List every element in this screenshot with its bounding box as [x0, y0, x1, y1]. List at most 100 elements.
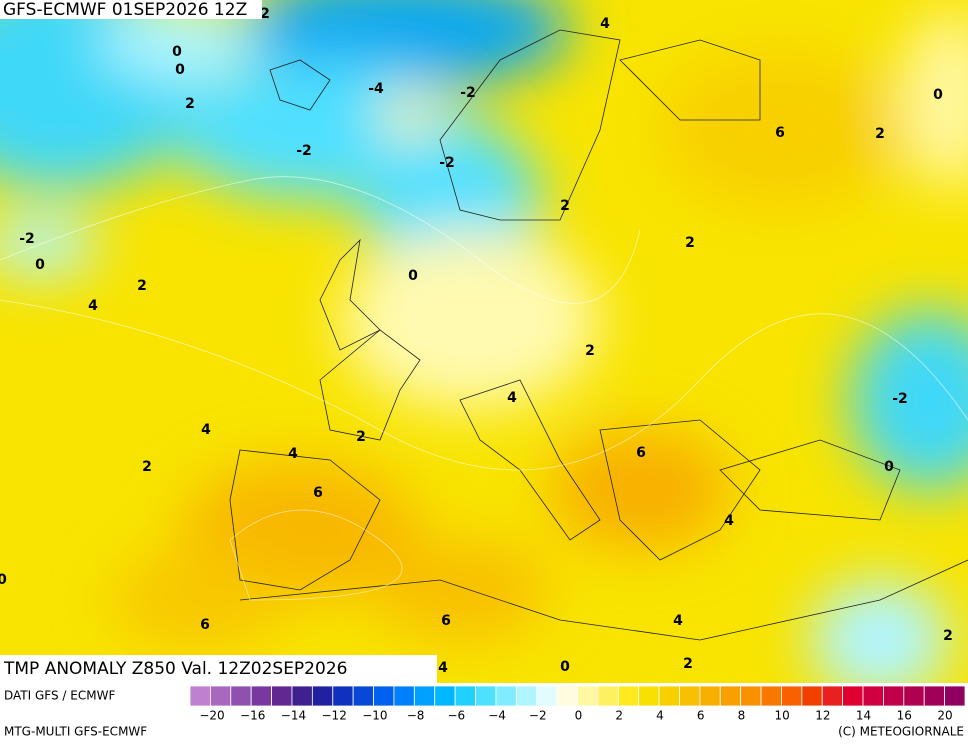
contour-label: 0 — [175, 62, 185, 78]
colorbar-swatch — [842, 685, 864, 707]
contour-label: 0 — [172, 44, 182, 60]
colorbar-label: 4 — [656, 709, 664, 723]
colorbar-swatch — [311, 685, 334, 707]
colorbar-label: −12 — [322, 709, 347, 723]
footer-title: TMP ANOMALY Z850 Val. 12Z02SEP2026 — [3, 659, 347, 679]
contour-label: -2 — [892, 391, 908, 407]
contour-label: -2 — [460, 85, 476, 101]
colorbar-swatch — [393, 685, 415, 707]
colorbar-swatch — [862, 685, 884, 707]
colorbar-swatch — [189, 685, 211, 707]
contour-label: 0 — [408, 268, 418, 284]
colorbar-label: 16 — [897, 709, 912, 723]
colorbar-swatch — [209, 685, 232, 707]
colorbar: −20 −16 −14 −12 −10 −8 −6 −4 −2 0 2 4 6 8 10 12 14 16 20 — [189, 685, 966, 723]
colorbar-swatch — [373, 685, 395, 707]
contour-label: 4 — [438, 660, 448, 676]
header-title: GFS-ECMWF 01SEP2026 12Z — [3, 0, 247, 20]
header-box — [0, 0, 262, 19]
colorbar-swatch — [781, 685, 803, 707]
contour-label: 4 — [88, 298, 98, 314]
colorbar-label: −14 — [281, 709, 306, 723]
colorbar-swatch — [760, 685, 782, 707]
colorbar-swatch — [556, 685, 578, 707]
contour-label: 4 — [201, 422, 211, 438]
coastlines — [229, 29, 968, 641]
colorbar-swatch — [291, 685, 313, 707]
colorbar-swatch — [434, 685, 456, 707]
contours — [0, 176, 968, 601]
contour-label: 2 — [260, 6, 270, 22]
contour-label: 0 — [560, 659, 570, 675]
colorbar-swatch — [883, 685, 905, 707]
colorbar-swatch — [597, 685, 619, 707]
contour-label: -2 — [439, 155, 455, 171]
contour-label: 2 — [943, 628, 953, 644]
source: DATI GFS / ECMWF — [4, 689, 115, 703]
colorbar-swatch — [617, 685, 640, 707]
contour-label: 2 — [875, 126, 885, 142]
colorbar-swatch — [903, 685, 925, 707]
contour-label: 2 — [137, 278, 147, 294]
colorbar-swatch — [536, 685, 558, 707]
colorbar-label: 12 — [815, 709, 830, 723]
colorbar-label: −8 — [407, 709, 425, 723]
colorbar-swatch — [475, 685, 497, 707]
colorbar-label: 20 — [937, 709, 952, 723]
colorbar-swatch — [699, 685, 721, 707]
contour-label: -2 — [19, 231, 35, 247]
colorbar-label: 10 — [774, 709, 789, 723]
colorbar-swatch — [801, 685, 823, 707]
colorbar-swatch — [740, 685, 762, 707]
contour-label: 2 — [685, 235, 695, 251]
colorbar-label: −16 — [240, 709, 265, 723]
colorbar-label: −4 — [488, 709, 506, 723]
contour-label: 4 — [724, 513, 734, 529]
colorbar-label: 14 — [856, 709, 871, 723]
colorbar-swatch — [454, 685, 476, 707]
contour-label: 6 — [441, 613, 451, 629]
colorbar-label: −20 — [199, 709, 224, 723]
colorbar-swatch — [332, 685, 354, 707]
contour-label: 4 — [288, 446, 298, 462]
colorbar-swatch — [250, 685, 272, 707]
contour-label: 2 — [142, 459, 152, 475]
footer-title-box — [0, 655, 437, 683]
contour-label: 2 — [585, 343, 595, 359]
colorbar-swatch — [638, 685, 660, 707]
credit: (C) METEOGIORNALE — [838, 725, 964, 739]
contour-label: 0 — [0, 572, 7, 588]
colorbar-label: −6 — [447, 709, 465, 723]
colorbar-swatch — [230, 685, 252, 707]
contour-label: 6 — [313, 485, 323, 501]
contour-label: 6 — [636, 445, 646, 461]
colorbar-swatch — [495, 685, 517, 707]
colorbar-label: −10 — [362, 709, 387, 723]
contour-label: 6 — [200, 617, 210, 633]
colorbar-swatch — [944, 685, 966, 707]
contour-label: -4 — [368, 81, 384, 97]
colorbar-swatch — [413, 685, 436, 707]
colorbar-swatch — [719, 685, 742, 707]
colorbar-swatch — [515, 685, 538, 707]
colorbar-swatch — [577, 685, 599, 707]
contour-label: 2 — [185, 96, 195, 112]
colorbar-label: 6 — [697, 709, 705, 723]
contour-label: 2 — [560, 198, 570, 214]
colorbar-swatch — [352, 685, 374, 707]
contour-label: 2 — [356, 429, 366, 445]
contour-label: 4 — [600, 16, 610, 32]
contour-label: 4 — [673, 613, 683, 629]
contour-label: 0 — [884, 459, 894, 475]
colorbar-swatch — [658, 685, 680, 707]
contour-label: 6 — [775, 125, 785, 141]
colorbar-swatch — [923, 685, 946, 707]
contour-label: 0 — [933, 87, 943, 103]
colorbar-label: 8 — [738, 709, 746, 723]
colorbar-label: 2 — [615, 709, 623, 723]
contour-label: 4 — [507, 390, 517, 406]
colorbar-label: −2 — [529, 709, 547, 723]
colorbar-swatch — [679, 685, 701, 707]
